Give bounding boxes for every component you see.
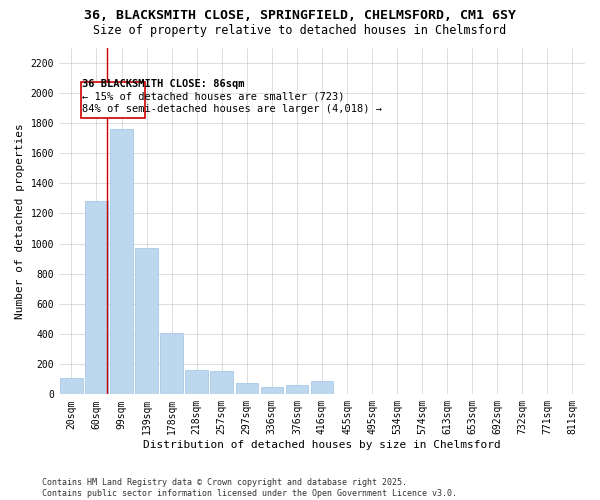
X-axis label: Distribution of detached houses by size in Chelmsford: Distribution of detached houses by size … [143,440,501,450]
Bar [85,202,108,394]
FancyBboxPatch shape [81,82,145,118]
Bar [236,383,258,394]
Bar [136,248,158,394]
Bar [60,378,83,394]
Bar [185,370,208,394]
Y-axis label: Number of detached properties: Number of detached properties [15,123,25,319]
Text: 36, BLACKSMITH CLOSE, SPRINGFIELD, CHELMSFORD, CM1 6SY: 36, BLACKSMITH CLOSE, SPRINGFIELD, CHELM… [84,9,516,22]
Bar [110,129,133,394]
Text: Contains HM Land Registry data © Crown copyright and database right 2025.
Contai: Contains HM Land Registry data © Crown c… [42,478,457,498]
Text: ← 15% of detached houses are smaller (723): ← 15% of detached houses are smaller (72… [82,91,345,101]
Bar [260,387,283,394]
Bar [311,381,333,394]
Bar [160,332,183,394]
Bar [286,386,308,394]
Text: 36 BLACKSMITH CLOSE: 86sqm: 36 BLACKSMITH CLOSE: 86sqm [82,79,245,89]
Bar [211,371,233,394]
Text: Size of property relative to detached houses in Chelmsford: Size of property relative to detached ho… [94,24,506,37]
Text: 84% of semi-detached houses are larger (4,018) →: 84% of semi-detached houses are larger (… [82,104,382,114]
